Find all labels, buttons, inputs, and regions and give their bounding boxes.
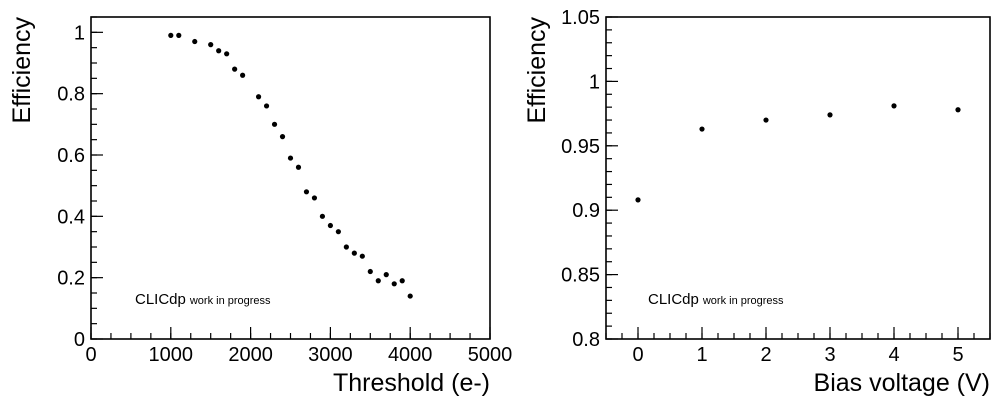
plot-threshold-data-point — [399, 278, 405, 284]
plot-threshold-data-point — [287, 155, 294, 161]
plot-threshold-x-tick-label: 2000 — [228, 344, 273, 366]
plot-bias-voltage-y-tick-label: 0.85 — [561, 265, 600, 287]
plot-bias-voltage-points — [635, 103, 961, 203]
plot-threshold-annotation-main: CLICdp — [135, 291, 186, 308]
plot-threshold-data-point — [391, 281, 397, 287]
plot-bias-voltage-data-point — [827, 112, 833, 118]
plot-bias-voltage-y-tick-label: 1 — [589, 71, 600, 93]
plot-threshold-ylabel: Efficiency — [8, 17, 36, 124]
plot-bias-voltage-xlabel: Bias voltage (V) — [814, 369, 990, 397]
plot-bias-voltage-annotation-main: CLICdp — [648, 291, 699, 308]
plot-threshold-annotation: CLICdp work in progress — [135, 291, 271, 308]
plot-bias-voltage-x-tick-label: 2 — [760, 344, 771, 366]
plot-threshold-data-point — [168, 32, 174, 39]
plot-threshold-data-point — [359, 253, 365, 259]
plot-threshold-points — [168, 32, 413, 299]
plot-bias-voltage-annotation: CLICdp work in progress — [648, 291, 784, 308]
plot-bias-voltage-ticks: 0 1 2 3 4 5 0.8 0.85 0.9 0.95 1 1.05 — [561, 7, 991, 366]
plot-threshold-y-tick-label: 0.2 — [57, 268, 85, 290]
plot-threshold-ticks: 0 1000 2000 3000 4000 5000 0 0.2 0.4 0.6 0.8 1 — [57, 16, 513, 366]
plot-bias-voltage-y-tick-label: 0.95 — [561, 136, 600, 158]
plot-threshold-data-point — [343, 244, 349, 250]
plot-threshold-frame — [90, 16, 491, 340]
plot-threshold-y-tick-label: 0.8 — [57, 84, 85, 106]
plot-bias-voltage-x-tick-label: 4 — [888, 344, 899, 366]
plot-bias-voltage: 0 1 2 3 4 5 0.8 0.85 0.9 0.95 1 1.05 CLICdp work in … — [523, 7, 991, 397]
plot-threshold-data-point — [208, 42, 214, 48]
plot-threshold-y-tick-label: 1 — [74, 22, 85, 44]
plot-bias-voltage-y-tick-label: 0.8 — [572, 329, 600, 351]
plot-bias-voltage-ylabel: Efficiency — [523, 17, 551, 124]
plot-bias-voltage-data-point — [699, 126, 705, 132]
plot-threshold-data-point — [192, 38, 198, 45]
plot-threshold-data-point — [216, 48, 222, 54]
plot-threshold-data-point — [407, 293, 413, 299]
plot-threshold-data-point — [224, 51, 230, 57]
plot-bias-voltage-data-point — [891, 103, 897, 109]
plot-bias-voltage-data-point — [955, 107, 961, 113]
plot-threshold-data-point — [335, 229, 341, 235]
plot-bias-voltage-frame — [605, 16, 991, 340]
plot-bias-voltage-data-point — [635, 197, 641, 203]
plot-threshold-data-point — [351, 250, 357, 256]
plot-bias-voltage-x-tick-label: 0 — [632, 344, 643, 366]
plot-threshold-data-point — [240, 72, 246, 78]
plot-threshold-x-tick-label: 0 — [85, 344, 96, 366]
plot-threshold-data-point — [232, 66, 238, 72]
plot-threshold-data-point — [383, 272, 389, 278]
plot-threshold-data-point — [367, 268, 373, 275]
plot-threshold-y-tick-label: 0.4 — [57, 206, 85, 228]
plot-bias-voltage-y-tick-label: 0.9 — [572, 200, 600, 222]
plot-threshold-data-point — [255, 94, 262, 100]
plot-bias-voltage-y-tick-label: 1.05 — [561, 7, 600, 29]
plot-bias-voltage-annotation-sub: work in progress — [702, 295, 784, 307]
plot-threshold-x-tick-label: 3000 — [308, 344, 353, 366]
plot-threshold-annotation-sub: work in progress — [189, 295, 271, 307]
plot-threshold-data-point — [327, 222, 333, 229]
plot-threshold-data-point — [176, 32, 182, 39]
plot-threshold-x-tick-label: 5000 — [468, 344, 513, 366]
plot-threshold-data-point — [319, 213, 326, 219]
plot-threshold-data-point — [295, 164, 302, 170]
plot-threshold-data-point — [303, 189, 310, 195]
plot-bias-voltage-x-tick-label: 5 — [952, 344, 963, 366]
plot-threshold-xlabel: Threshold (e-) — [333, 369, 490, 397]
plot-threshold-x-tick-label: 4000 — [388, 344, 433, 366]
plot-threshold-data-point — [263, 103, 270, 109]
plot-threshold-x-tick-label: 1000 — [149, 344, 194, 366]
plot-bias-voltage-x-tick-label: 1 — [696, 344, 707, 366]
plot-threshold-y-tick-label: 0.6 — [57, 145, 85, 167]
plot-threshold-data-point — [375, 278, 381, 284]
plot-bias-voltage-x-tick-label: 3 — [824, 344, 835, 366]
plot-threshold-data-point — [279, 134, 286, 140]
plot-threshold: 0 1000 2000 3000 4000 5000 0 0.2 0.4 0.6 0.8 1 CLIC… — [8, 16, 513, 397]
plot-bias-voltage-data-point — [763, 117, 769, 123]
plot-threshold-data-point — [271, 121, 278, 127]
plot-threshold-y-tick-label: 0 — [74, 329, 85, 351]
plot-threshold-data-point — [311, 195, 318, 201]
